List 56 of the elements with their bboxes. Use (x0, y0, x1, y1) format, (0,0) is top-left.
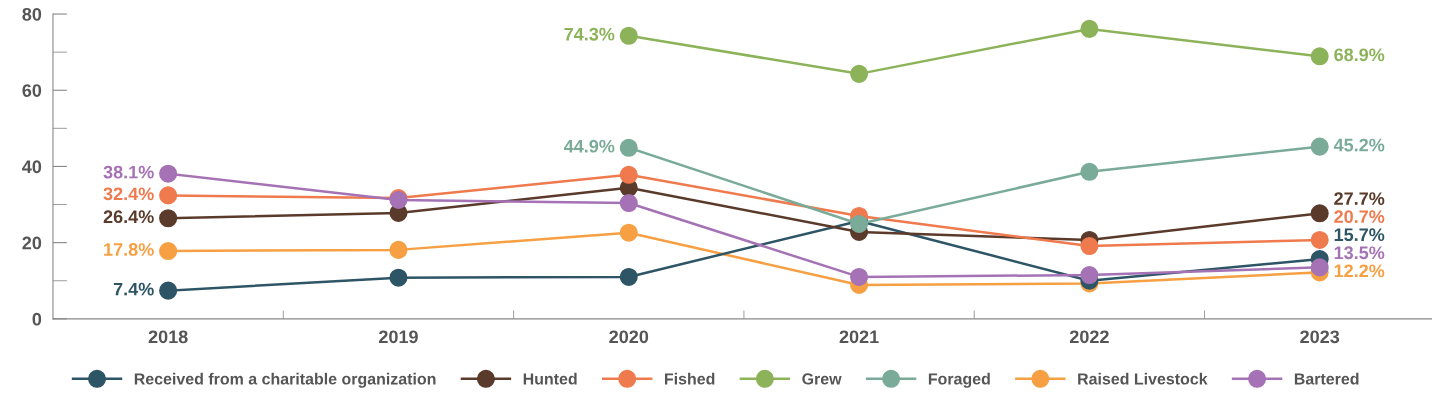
x-tick-label: 2019 (379, 330, 418, 344)
point (1080, 162, 1099, 181)
y-tick-label: 0 (32, 312, 42, 326)
data-label: 32.4% (103, 187, 154, 201)
legend-label: Raised Livestock (1078, 372, 1208, 385)
point (619, 223, 638, 242)
data-label: 74.3% (564, 27, 615, 41)
point (159, 164, 178, 183)
data-label: 13.5% (1334, 246, 1385, 260)
point (159, 241, 178, 261)
point (619, 138, 638, 157)
point (1310, 47, 1329, 66)
y-tick-label: 20 (22, 236, 42, 250)
y-tick-label: 80 (22, 7, 42, 21)
x-tick-label: 2022 (1069, 330, 1109, 344)
point (1080, 237, 1099, 256)
point (389, 268, 408, 287)
point (1310, 258, 1329, 277)
x-tick-label: 2018 (148, 330, 188, 344)
legend-label: Foraged (928, 372, 990, 388)
point (619, 26, 638, 45)
data-label: 12.2% (1334, 264, 1385, 278)
point (619, 267, 638, 286)
y-tick-label: 60 (22, 84, 42, 97)
point (619, 193, 638, 213)
data-label: 7.4% (113, 282, 154, 296)
point (389, 240, 408, 259)
data-label: 20.7% (1334, 210, 1385, 224)
data-label: 26.4% (103, 210, 154, 224)
data-label: 15.7% (1334, 228, 1385, 242)
y-tick-label: 40 (22, 160, 42, 174)
legend-label: Grew (802, 373, 842, 385)
x-tick-label: 2020 (609, 330, 649, 344)
data-label: 17.8% (104, 243, 154, 256)
data-label: 68.9% (1334, 48, 1385, 62)
data-label: 45.2% (1333, 138, 1385, 152)
point (850, 267, 869, 286)
x-tick-label: 2021 (839, 330, 879, 344)
point (850, 64, 869, 83)
point (159, 281, 178, 300)
point (159, 186, 178, 205)
x-tick-label: 2023 (1300, 330, 1340, 344)
point (1310, 230, 1329, 249)
point (1080, 19, 1099, 38)
legend-label: Hunted (523, 372, 577, 385)
point (1310, 137, 1329, 156)
data-label: 38.1% (103, 165, 154, 179)
point (619, 165, 638, 184)
data-label: 27.7% (1334, 192, 1385, 205)
point (1310, 204, 1329, 223)
point (1080, 265, 1099, 285)
legend-label: Fished (664, 372, 715, 385)
point (159, 209, 178, 228)
data-label: 44.9% (563, 139, 615, 153)
legend-label: Received from a charitable organization (134, 372, 436, 388)
legend-label: Bartered (1294, 372, 1359, 385)
